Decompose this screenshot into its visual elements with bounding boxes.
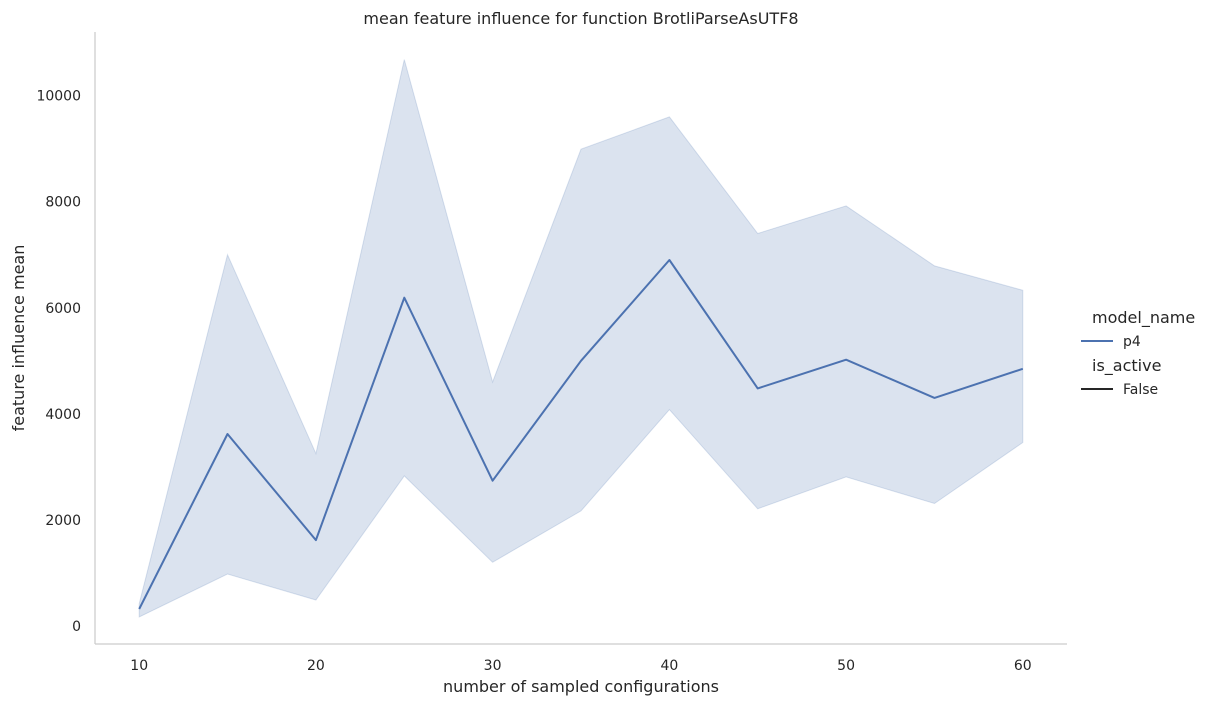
x-tick-label: 40	[660, 658, 678, 674]
x-axis-label: number of sampled configurations	[443, 677, 719, 696]
y-tick-label: 6000	[45, 301, 81, 317]
confidence-band-0	[138, 59, 1024, 618]
y-tick-label: 0	[72, 619, 81, 635]
x-tick-label: 60	[1014, 658, 1032, 674]
x-ticks: 10 20 30 40 50 60	[130, 658, 1031, 674]
y-tick-label: 10000	[36, 89, 81, 105]
x-tick-label: 50	[837, 658, 855, 674]
x-tick-label: 20	[307, 658, 325, 674]
y-tick-label: 4000	[45, 407, 81, 423]
y-tick-label: 2000	[45, 513, 81, 529]
legend-style-label: False	[1123, 382, 1158, 398]
chart-title: mean feature influence for function Brot…	[363, 9, 798, 28]
x-tick-label: 30	[484, 658, 502, 674]
y-ticks: 0 2000 4000 6000 8000 10000	[36, 89, 81, 635]
y-axis-label: feature influence mean	[9, 245, 28, 432]
x-tick-label: 10	[130, 658, 148, 674]
series-line-p4	[138, 259, 1024, 610]
legend-hue-label: p4	[1123, 334, 1141, 350]
plot-area	[138, 59, 1024, 618]
legend-style-title: is_active	[1092, 356, 1161, 376]
legend: model_name p4 is_active False	[1081, 308, 1195, 398]
legend-hue-title: model_name	[1092, 308, 1195, 328]
y-tick-label: 8000	[45, 195, 81, 211]
